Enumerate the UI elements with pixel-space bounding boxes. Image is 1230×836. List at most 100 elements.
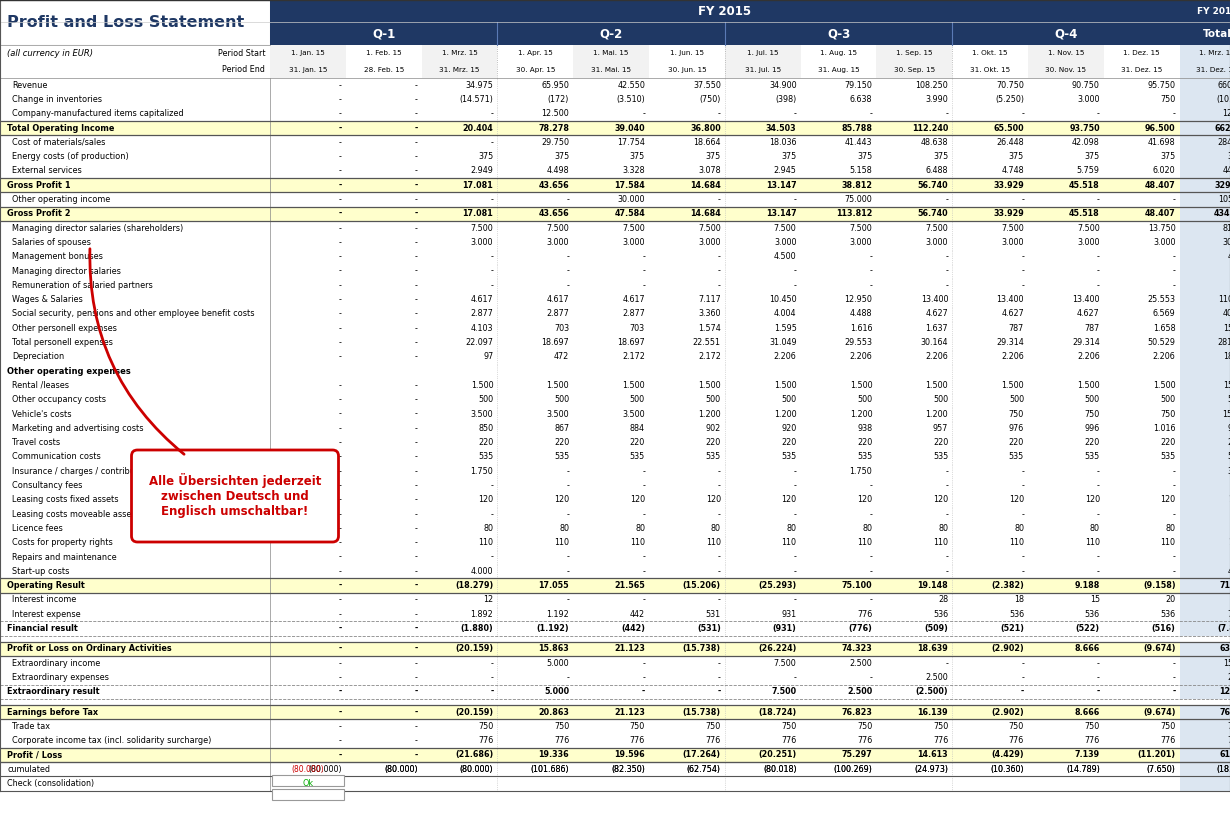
Text: -: - [338,624,342,633]
Bar [271,192,346,206]
Bar [422,579,497,593]
Text: 1. Sep. 15: 1. Sep. 15 [895,50,932,56]
Text: -: - [1021,466,1025,476]
Text: -: - [718,510,721,518]
Bar [801,642,877,656]
FancyBboxPatch shape [132,450,338,542]
Text: -: - [491,673,493,682]
Bar [271,593,346,607]
Bar [1028,379,1103,393]
Bar [346,164,422,178]
Text: 500: 500 [1085,395,1100,405]
Bar [724,78,801,92]
Bar [952,206,1028,221]
Text: -: - [566,481,569,490]
Bar [1103,307,1180,321]
Bar [1103,164,1180,178]
Bar [271,206,346,221]
Text: -: - [491,510,493,518]
Bar [1028,522,1103,536]
Text: (80.018): (80.018) [763,765,797,774]
Bar [573,642,649,656]
Text: (3.510): (3.510) [616,95,645,104]
Bar [573,777,649,791]
Bar [0,45,271,78]
Text: 10.450: 10.450 [769,295,797,304]
Bar [877,107,952,121]
Text: -: - [339,338,342,347]
Bar [346,421,422,436]
Text: -: - [793,673,797,682]
Bar [422,321,497,335]
Bar [1180,507,1230,522]
Text: 1. Mrz. 15: 1. Mrz. 15 [442,50,477,56]
Bar [724,121,801,135]
Text: -: - [339,553,342,562]
Bar [346,507,422,522]
Text: -: - [642,673,645,682]
Text: 110: 110 [781,538,797,548]
Text: 14.684: 14.684 [690,209,721,218]
Text: -: - [491,659,493,668]
Bar [801,393,877,407]
Text: -: - [339,395,342,405]
Text: FY 2015: FY 2015 [1197,7,1230,16]
Text: 31. Mai. 15: 31. Mai. 15 [592,67,631,73]
Text: 1.574: 1.574 [699,324,721,333]
Bar [1103,278,1180,293]
Bar [1028,436,1103,450]
Bar [1103,777,1180,791]
Bar [1028,78,1103,92]
Text: (509): (509) [924,624,948,633]
Text: (776): (776) [849,624,872,633]
Bar [952,579,1028,593]
Text: -: - [946,252,948,261]
Text: 1.500: 1.500 [774,381,797,390]
Text: -: - [415,581,418,590]
Bar [422,192,497,206]
Bar [271,478,346,492]
Bar [573,293,649,307]
Bar [497,478,573,492]
Text: 2.172: 2.172 [622,352,645,361]
Bar [0,685,271,699]
Text: (2.902): (2.902) [991,645,1025,654]
Bar [1180,321,1230,335]
Bar [573,450,649,464]
Text: 7.500: 7.500 [546,224,569,232]
Text: 110: 110 [630,538,645,548]
Text: -: - [793,281,797,290]
Text: Wages & Salaries: Wages & Salaries [12,295,82,304]
Text: 48.407: 48.407 [1145,181,1176,190]
Text: -: - [642,595,645,604]
Bar [0,364,271,379]
Text: 6.638: 6.638 [850,95,872,104]
Bar [724,507,801,522]
Bar [497,436,573,450]
Text: (10.360): (10.360) [990,765,1025,774]
Text: 15.000: 15.000 [1223,381,1230,390]
Text: 26.448: 26.448 [996,138,1025,147]
Text: 776: 776 [478,737,493,745]
Text: 28. Feb. 15: 28. Feb. 15 [364,67,403,73]
Text: Depreciation: Depreciation [12,352,64,361]
Bar [1028,607,1103,621]
Text: 375: 375 [554,152,569,161]
Bar [649,436,724,450]
Text: 42.098: 42.098 [1073,138,1100,147]
Text: -: - [1172,466,1176,476]
Bar [1103,45,1180,62]
Bar [1180,450,1230,464]
Text: 16.139: 16.139 [918,707,948,716]
Bar [801,321,877,335]
Text: 1.750: 1.750 [471,466,493,476]
Bar [1028,278,1103,293]
Bar [1103,719,1180,733]
Bar [422,349,497,364]
Bar [649,407,724,421]
Bar [271,719,346,733]
Bar [801,579,877,593]
Text: (14.789): (14.789) [1066,765,1100,774]
Text: 30. Jun. 15: 30. Jun. 15 [668,67,706,73]
Text: (100.269): (100.269) [834,765,872,774]
